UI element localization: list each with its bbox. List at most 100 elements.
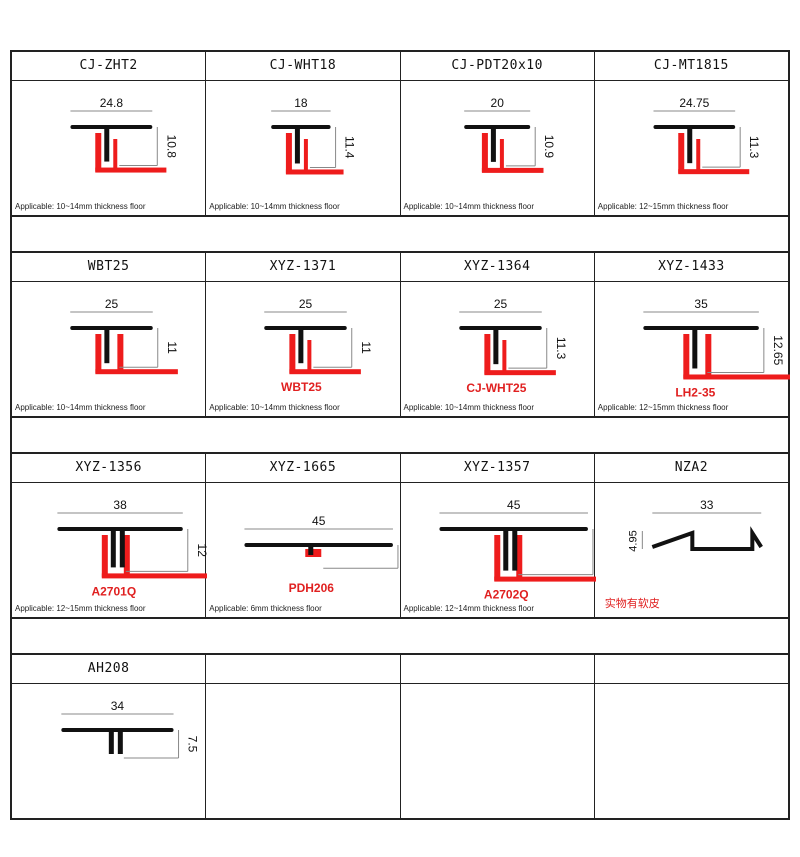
product-name: XYZ-1433 — [658, 259, 725, 274]
product-cell: 456PDH206 Applicable: 6mm thickness floor — [206, 483, 401, 617]
insert-right — [515, 535, 522, 581]
product-cell: 38 12 A2701Q Applicable: 12~15mm thickness … — [12, 483, 207, 617]
top-cap — [653, 125, 735, 129]
width-value: 20 — [490, 96, 504, 110]
height-value: 12 — [195, 544, 207, 558]
insert-left — [101, 535, 108, 578]
width-value: 25 — [299, 297, 313, 311]
stem — [295, 127, 301, 164]
stem-2 — [117, 730, 123, 754]
top-cap — [463, 125, 530, 129]
width-value: 25 — [105, 297, 119, 311]
product-cell: 24.75 11.3 Applicable: 12~15mm thickness f… — [595, 81, 788, 215]
top-cap — [61, 728, 174, 732]
product-cell: 24.8 10.8 Applicable: 10~14mm thickness fl… — [12, 81, 207, 215]
insert-right — [113, 139, 118, 172]
insert-left — [493, 535, 500, 581]
product-cell — [595, 684, 788, 818]
profile-drawing: 25 11 — [70, 297, 179, 375]
applicable-note: Applicable: 10~14mm thickness floor — [403, 202, 535, 211]
height-value: 11.3 — [553, 337, 567, 360]
stem — [104, 328, 110, 364]
product-cell — [401, 684, 595, 818]
insert-base — [481, 167, 543, 173]
profile-drawing: 38 12 A2701Q — [57, 498, 207, 598]
height-value: 11 — [165, 341, 179, 354]
width-value: 38 — [113, 498, 127, 512]
variant-label: PDH206 — [289, 581, 335, 595]
applicable-note: Applicable: 10~14mm thickness floor — [15, 403, 146, 412]
product-name — [595, 655, 788, 683]
product-name: CJ-WHT18 — [206, 52, 401, 80]
product-cell — [206, 684, 401, 818]
insert-left — [95, 133, 102, 172]
insert-right — [123, 535, 130, 578]
variant-label: A2702Q — [483, 588, 528, 602]
insert-base — [95, 167, 167, 173]
insert-left — [286, 133, 293, 174]
profile-drawing: 456PDH206 — [244, 514, 399, 595]
profile-drawing: 25 11.3 CJ-WHT25 — [458, 297, 567, 395]
insert-right — [307, 340, 312, 374]
applicable-note: Applicable: 6mm thickness floor — [209, 604, 322, 613]
profile-drawing: 20 10.9 — [463, 96, 556, 173]
stem-2 — [511, 529, 517, 571]
soft-skin-note: 实物有软皮 — [604, 598, 660, 610]
variant-label: LH2-35 — [675, 385, 715, 399]
product-cell: 35 12.65 LH2-35 Applicable: 12~15mm thickne… — [595, 282, 790, 416]
product-name: XYZ-1357 — [401, 454, 595, 482]
row-spacer — [12, 617, 788, 653]
top-cap — [458, 326, 542, 330]
applicable-note: Applicable: 12~14mm thickness floor — [403, 604, 535, 613]
applicable-note: Applicable: 12~15mm thickness floor — [597, 202, 729, 211]
stem — [104, 127, 110, 162]
insert-base — [493, 576, 596, 582]
product-name: CJ-ZHT2 — [12, 52, 207, 80]
insert-base — [289, 369, 362, 375]
profile-drawing: 347.5 — [61, 699, 200, 759]
profile-shape — [651, 526, 763, 551]
drawing-row: 38 12 A2701Q Applicable: 12~15mm thickness … — [12, 483, 788, 617]
width-value: 34 — [111, 699, 125, 713]
width-value: 24.75 — [679, 96, 709, 110]
insert-base — [286, 169, 344, 175]
product-cell: 20 10.9 Applicable: 10~14mm thickness floo… — [401, 81, 595, 215]
height-value: 7.5 — [186, 736, 200, 753]
top-cap — [643, 326, 759, 330]
stem — [108, 730, 114, 754]
product-name: XYZ-1371 — [206, 253, 401, 281]
height-value: 12.65 — [771, 335, 785, 365]
width-value: 24.8 — [100, 96, 124, 110]
insert-left — [483, 334, 490, 375]
product-name — [401, 655, 595, 683]
variant-label: WBT25 — [281, 380, 322, 394]
stem — [502, 529, 508, 571]
product-name — [206, 655, 401, 683]
top-cap — [244, 543, 394, 547]
height-value: 11.3 — [747, 136, 761, 159]
product-cell: 25 11 WBT25 Applicable: 10~14mm thickness f… — [206, 282, 401, 416]
top-cap — [70, 326, 153, 330]
product-cell: 4513A2702Q Applicable: 12~14mm thickness … — [401, 483, 596, 617]
product-cell: 18 11.4 Applicable: 10~14mm thickness floo… — [206, 81, 401, 215]
stem — [692, 328, 698, 369]
stem — [308, 545, 314, 555]
profile-drawing: 4513A2702Q — [438, 498, 596, 602]
applicable-note: Applicable: 10~14mm thickness floor — [15, 202, 146, 211]
width-value: 45 — [312, 514, 326, 528]
profile-drawing: 25 11 WBT25 — [264, 297, 373, 394]
stem — [687, 127, 693, 164]
stem — [298, 328, 304, 364]
product-cell: 34 7.5 — [12, 684, 207, 818]
insert-left — [289, 334, 296, 374]
row-spacer — [12, 215, 788, 251]
product-name: XYZ-1356 — [12, 454, 207, 482]
header-row: CJ-ZHT2 CJ-WHT18 CJ-PDT20x10 CJ-MT1815 — [12, 50, 788, 81]
product-name: AH208 — [12, 655, 207, 683]
insert-left — [481, 133, 488, 172]
applicable-note: Applicable: 10~14mm thickness floor — [403, 403, 535, 412]
stem — [492, 328, 498, 365]
drawing-row: 24.8 10.8 Applicable: 10~14mm thickness fl… — [12, 81, 788, 215]
insert-left — [683, 334, 690, 379]
height-value: 10.9 — [542, 135, 556, 159]
